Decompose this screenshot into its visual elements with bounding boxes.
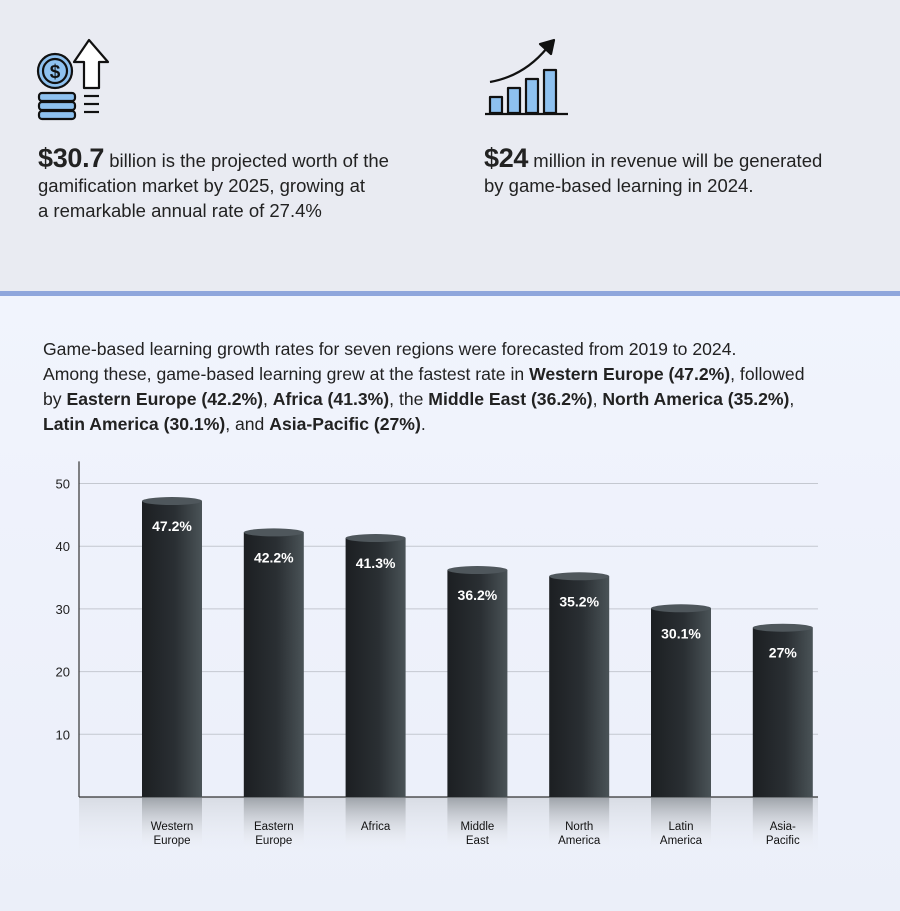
intro-text: , — [592, 389, 603, 409]
x-category-label-part: East — [465, 835, 489, 847]
bar-reflection — [752, 797, 813, 852]
bar-cap — [549, 572, 610, 581]
stat-value: $24 — [484, 143, 529, 173]
bar-cap — [447, 566, 508, 575]
growth-bar-chart-icon — [485, 38, 568, 116]
x-category-label-part: Western — [150, 821, 194, 833]
bar — [549, 576, 610, 797]
bar-cap — [142, 497, 202, 506]
y-tick-label: 40 — [56, 539, 70, 554]
bar — [142, 501, 202, 797]
intro-text: , — [263, 389, 273, 409]
bar-reflection — [447, 797, 508, 852]
stat-gamification-market: $30.7 billion is the projected worth of … — [38, 143, 458, 223]
intro-text: by — [43, 389, 67, 409]
x-category-label-part: Europe — [153, 835, 191, 847]
bar-cap — [243, 528, 304, 537]
stat-value: $30.7 — [38, 143, 105, 173]
stats-panel — [0, 0, 900, 291]
intro-text: Among these, game-based learning grew at… — [43, 364, 530, 384]
x-category-label: Latin America — [636, 820, 726, 848]
stat-text-line: a remarkable annual rate of 27.4% — [38, 200, 322, 221]
x-category-label-part: Middle — [460, 821, 495, 833]
x-category-label-part: Asia- — [769, 821, 796, 833]
region-highlight: Africa (41.3%) — [272, 389, 390, 409]
region-highlight: Latin America (30.1%) — [43, 414, 226, 434]
coin-stack-arrow-up-icon: $ — [36, 38, 110, 121]
bar-value-label: 42.2% — [254, 549, 294, 565]
x-category-label-part: Europe — [255, 835, 293, 847]
x-category-label: Eastern Europe — [229, 820, 319, 848]
intro-text: , the — [389, 389, 429, 409]
x-category-label: Africa — [331, 820, 421, 834]
bar — [752, 627, 813, 797]
y-tick-label: 10 — [56, 727, 70, 742]
bar-cap — [752, 623, 813, 632]
section-divider — [0, 291, 900, 296]
region-highlight: Eastern Europe (42.2%) — [66, 389, 264, 409]
bar — [447, 570, 508, 797]
region-highlight: Western Europe (47.2%) — [529, 364, 731, 384]
bar-reflection — [549, 797, 610, 852]
intro-text: , followed — [730, 364, 805, 384]
intro-text: , — [789, 389, 795, 409]
intro-text: Game-based learning growth rates for sev… — [43, 339, 737, 359]
stat-game-based-learning-revenue: $24 million in revenue will be generated… — [484, 143, 894, 198]
y-tick-label: 30 — [56, 602, 70, 617]
bar-reflection — [651, 797, 711, 852]
growth-rate-bar-chart: 10 20 30 40 50 47.2% 42.2% 41.3% 36.2% 35.2% 30.1%… — [56, 461, 818, 857]
y-tick-label: 20 — [56, 665, 70, 680]
intro-text: . — [420, 414, 426, 434]
svg-text:$: $ — [50, 62, 61, 83]
region-highlight: Middle East (36.2%) — [428, 389, 593, 409]
bar-reflection — [243, 797, 304, 852]
stat-text-line: billion is the projected worth of the — [104, 150, 389, 171]
x-category-label-part: Eastern — [253, 821, 294, 833]
stat-text-line: gamification market by 2025, growing at — [38, 175, 366, 196]
y-tick-label: 50 — [56, 477, 70, 492]
x-category-label-part: Latin — [668, 821, 694, 833]
x-category-label-part: America — [659, 835, 703, 847]
bar — [243, 532, 304, 797]
region-highlight: Asia-Pacific (27%) — [269, 414, 421, 434]
intro-text: , and — [225, 414, 270, 434]
x-category-label: Asia- Pacific — [738, 820, 828, 848]
bar — [651, 608, 711, 797]
bar-value-label: 41.3% — [356, 555, 396, 571]
x-category-label-part: Pacific — [765, 835, 800, 847]
x-category-label: Western Europe — [127, 820, 217, 848]
stat-text-line: million in revenue will be generated — [528, 150, 823, 171]
bar-reflection — [142, 797, 202, 852]
bar-value-label: 47.2% — [152, 518, 192, 534]
chart-intro-paragraph: Game-based learning growth rates for sev… — [43, 337, 893, 437]
bar-cap — [345, 534, 406, 543]
region-highlight: North America (35.2%) — [602, 389, 790, 409]
x-category-label: North America — [534, 820, 624, 848]
bar-value-label: 36.2% — [458, 587, 498, 603]
bar-value-label: 27% — [769, 645, 798, 661]
x-category-label-part: America — [558, 835, 601, 847]
bar-reflection — [345, 797, 406, 852]
bar-value-label: 35.2% — [559, 593, 599, 609]
x-category-label: Middle East — [432, 820, 522, 848]
bar — [345, 538, 406, 797]
x-category-label-part: North — [565, 821, 594, 833]
stat-text-line: by game-based learning in 2024. — [484, 175, 754, 196]
x-category-label-part: Africa — [360, 821, 391, 833]
bar-cap — [651, 604, 711, 613]
bar-value-label: 30.1% — [661, 625, 701, 641]
